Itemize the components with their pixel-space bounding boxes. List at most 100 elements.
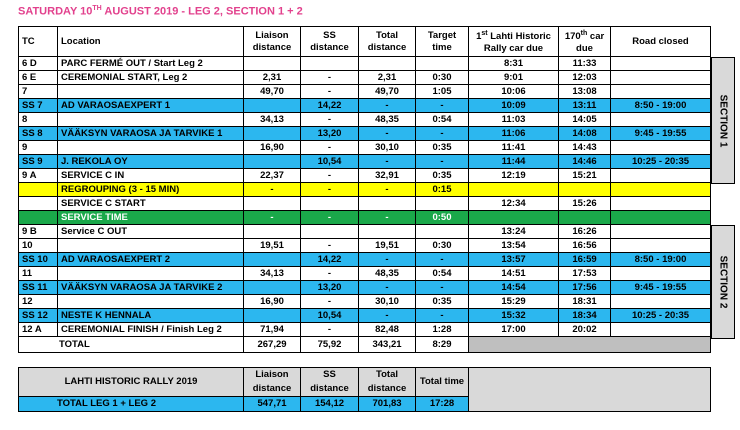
table-row: 6 D PARC FERMÉ OUT / Start Leg 2 8:31 11:33 bbox=[18, 56, 711, 71]
table-cell: - bbox=[300, 140, 359, 155]
table-cell: - bbox=[300, 238, 359, 253]
table-cell: - bbox=[358, 280, 416, 295]
table-cell: SS 9 bbox=[18, 154, 58, 169]
table-cell: 9 B bbox=[18, 224, 58, 239]
table-row: 10 19,51-19,51 0:30 13:54 16:56 bbox=[18, 238, 711, 253]
total-cell: 343,21 bbox=[358, 336, 416, 353]
table-cell: 13:57 bbox=[468, 252, 559, 267]
table-cell: - bbox=[358, 154, 416, 169]
table-cell bbox=[610, 294, 711, 309]
table-cell: 14:51 bbox=[468, 266, 559, 281]
table-cell: AD VARAOSAEXPERT 1 bbox=[57, 98, 244, 113]
header-part: 1 bbox=[476, 31, 482, 43]
table-cell bbox=[243, 252, 301, 267]
section-label: SECTION 1 bbox=[717, 94, 729, 147]
table-cell bbox=[300, 56, 359, 71]
table-cell: SS 7 bbox=[18, 98, 58, 113]
title-text: AUGUST 2019 - LEG 2, SECTION 1 + 2 bbox=[101, 5, 303, 18]
table-cell bbox=[243, 98, 301, 113]
table-cell: - bbox=[300, 322, 359, 337]
column-header: Location bbox=[57, 26, 244, 57]
table-cell: SS 8 bbox=[18, 126, 58, 141]
table-cell: PARC FERMÉ OUT / Start Leg 2 bbox=[57, 56, 244, 71]
table-cell: 0:15 bbox=[415, 182, 469, 197]
table-cell: 34,13 bbox=[243, 112, 301, 127]
table-cell: 6 D bbox=[18, 56, 58, 71]
table-cell: - bbox=[300, 266, 359, 281]
table-cell: - bbox=[415, 98, 469, 113]
table-cell: 16:59 bbox=[558, 252, 611, 267]
table-row: 6 E CEREMONIAL START, Leg 2 2,31-2,31 0:30 9… bbox=[18, 70, 711, 85]
table-cell: 30,10 bbox=[358, 140, 416, 155]
table-cell bbox=[243, 56, 301, 71]
table-cell: - bbox=[300, 168, 359, 183]
table-cell bbox=[610, 210, 711, 225]
header-row: TC Location Liaison distance SS distance Tot… bbox=[18, 26, 711, 57]
table-cell: 18:31 bbox=[558, 294, 611, 309]
table-cell: CEREMONIAL FINISH / Finish Leg 2 bbox=[57, 322, 244, 337]
table-cell: SERVICE TIME bbox=[57, 210, 244, 225]
summary-cell: TOTAL LEG 1 + LEG 2 bbox=[18, 396, 244, 412]
table-cell bbox=[243, 280, 301, 295]
table-cell: 12 bbox=[18, 294, 58, 309]
table-cell bbox=[610, 140, 711, 155]
table-cell: 9:45 - 19:55 bbox=[610, 280, 711, 295]
table-cell: 0:54 bbox=[415, 266, 469, 281]
table-cell bbox=[243, 224, 301, 239]
table-cell: 2,31 bbox=[243, 70, 301, 85]
summary-header-cell: LAHTI HISTORIC RALLY 2019 bbox=[18, 367, 244, 397]
table-cell bbox=[610, 56, 711, 71]
table-cell bbox=[610, 238, 711, 253]
table-cell: 14:43 bbox=[558, 140, 611, 155]
table-row: 7 49,70-49,70 1:05 10:06 13:08 bbox=[18, 84, 711, 99]
table-cell bbox=[358, 224, 416, 239]
table-row: SS 8 VÄÄKSYN VARAOSA JA TARVIKE 1 13,20- -1… bbox=[18, 126, 711, 141]
table-cell: 11:33 bbox=[558, 56, 611, 71]
table-cell bbox=[243, 196, 301, 211]
schedule-table: TC Location Liaison distance SS distance Tot… bbox=[18, 26, 711, 353]
table-cell: 14:05 bbox=[558, 112, 611, 127]
table-cell bbox=[57, 84, 244, 99]
header-part: Lahti Historic Rally car due bbox=[483, 31, 551, 55]
table-cell: 15:21 bbox=[558, 168, 611, 183]
table-cell: 9:01 bbox=[468, 70, 559, 85]
table-cell: 16:56 bbox=[558, 238, 611, 253]
table-cell bbox=[57, 112, 244, 127]
summary-header-cell: Total distance bbox=[358, 367, 416, 397]
table-cell: 13:54 bbox=[468, 238, 559, 253]
table-cell: 82,48 bbox=[358, 322, 416, 337]
table-cell: 11:06 bbox=[468, 126, 559, 141]
table-cell: 15:32 bbox=[468, 308, 559, 323]
table-cell: 30,10 bbox=[358, 294, 416, 309]
table-cell: 13,20 bbox=[300, 126, 359, 141]
table-cell: - bbox=[300, 70, 359, 85]
table-cell bbox=[57, 266, 244, 281]
table-cell: - bbox=[243, 182, 301, 197]
table-cell: 0:50 bbox=[415, 210, 469, 225]
table-cell: 1:28 bbox=[415, 322, 469, 337]
total-row: TOTAL 267,29 75,92 343,21 8:29 bbox=[18, 336, 711, 353]
table-cell: - bbox=[358, 126, 416, 141]
table-cell bbox=[468, 210, 559, 225]
table-cell: 13,20 bbox=[300, 280, 359, 295]
table-cell: 14,22 bbox=[300, 252, 359, 267]
table-cell: 10:25 - 20:35 bbox=[610, 154, 711, 169]
table-cell bbox=[610, 182, 711, 197]
table-cell: 8:31 bbox=[468, 56, 559, 71]
table-cell: Service C OUT bbox=[57, 224, 244, 239]
table-cell bbox=[300, 196, 359, 211]
table-cell: 14,22 bbox=[300, 98, 359, 113]
table-cell: 16,90 bbox=[243, 294, 301, 309]
table-cell: - bbox=[300, 182, 359, 197]
table-cell: 48,35 bbox=[358, 266, 416, 281]
table-cell: 17:53 bbox=[558, 266, 611, 281]
table-cell: 17:56 bbox=[558, 280, 611, 295]
table-cell: 12:19 bbox=[468, 168, 559, 183]
table-cell bbox=[610, 266, 711, 281]
summary-cell: 701,83 bbox=[358, 396, 416, 412]
table-row: SS 7 AD VARAOSAEXPERT 1 14,22- -10:09 13:11 8… bbox=[18, 98, 711, 113]
table-row: REGROUPING (3 - 15 MIN) - - -0:15 bbox=[18, 182, 711, 197]
table-cell: 8:50 - 19:00 bbox=[610, 98, 711, 113]
table-cell: 13:24 bbox=[468, 224, 559, 239]
table-cell: AD VARAOSAEXPERT 2 bbox=[57, 252, 244, 267]
